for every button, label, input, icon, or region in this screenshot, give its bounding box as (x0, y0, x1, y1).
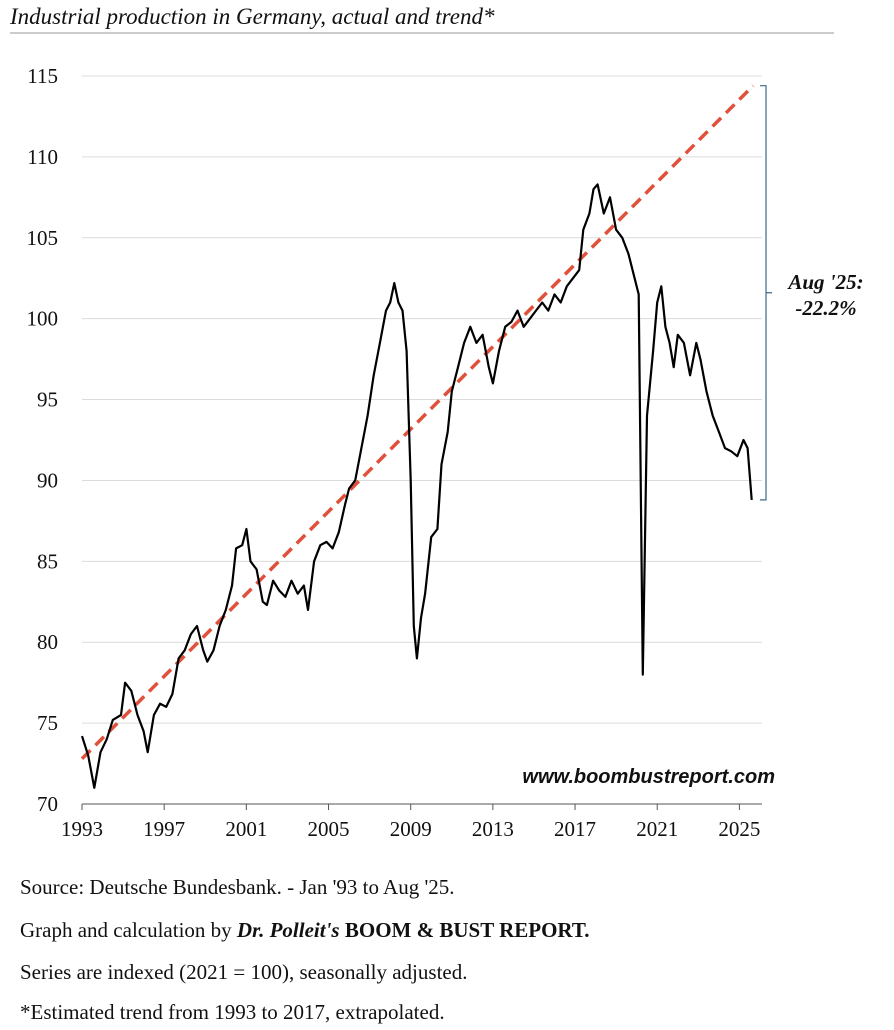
y-tick-label: 110 (27, 145, 58, 169)
x-tick-label: 1997 (143, 817, 185, 841)
x-tick-label: 2021 (636, 817, 678, 841)
y-tick-label: 90 (37, 468, 58, 492)
footnote: Series are indexed (2021 = 100), seasona… (20, 960, 467, 984)
y-tick-label: 85 (37, 549, 58, 573)
y-tick-label: 105 (27, 226, 59, 250)
series-line (80, 183, 753, 789)
footnote: *Estimated trend from 1993 to 2017, extr… (20, 1000, 445, 1024)
footnote: Source: Deutsche Bundesbank. - Jan '93 t… (20, 875, 455, 899)
chart-title: Industrial production in Germany, actual… (9, 4, 495, 29)
x-tick-label: 2017 (554, 817, 596, 841)
annotation: Aug '25: (786, 270, 863, 294)
footnote-part: Dr. Polleit's (236, 918, 340, 942)
y-tick-label: 115 (27, 64, 58, 88)
x-tick-label: 2001 (225, 817, 267, 841)
x-tick-label: 2009 (390, 817, 432, 841)
y-tick-label: 80 (37, 630, 58, 654)
x-tick-label: 2013 (472, 817, 514, 841)
footnote-part: Graph and calculation by (20, 918, 237, 942)
watermark: www.boombustreport.com (522, 766, 775, 788)
y-tick-label: 75 (37, 711, 58, 735)
x-tick-label: 2005 (308, 817, 350, 841)
y-tick-label: 95 (37, 388, 58, 412)
x-tick-label: 1993 (61, 817, 103, 841)
y-tick-label: 70 (37, 792, 58, 816)
x-tick-label: 2025 (718, 817, 760, 841)
y-tick-label: 100 (27, 307, 59, 331)
trend-line (80, 84, 755, 760)
footnote-part: BOOM & BUST REPORT. (340, 918, 590, 942)
footnote: Graph and calculation by Dr. Polleit's B… (20, 918, 590, 942)
annotation: -22.2% (795, 296, 856, 320)
bracket (760, 85, 772, 501)
